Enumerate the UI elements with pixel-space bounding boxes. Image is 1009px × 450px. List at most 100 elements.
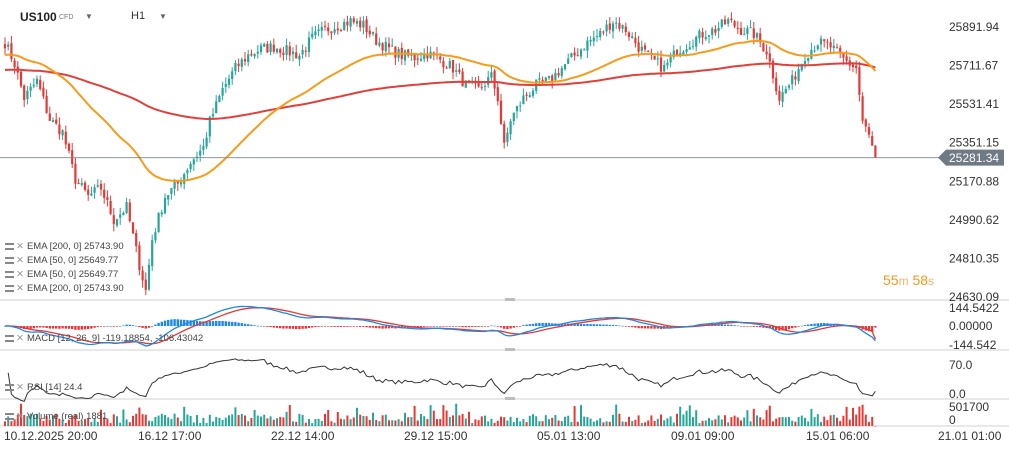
candle-body[interactable]: [352, 18, 355, 23]
candle-body[interactable]: [391, 45, 394, 47]
candle-body[interactable]: [439, 56, 442, 60]
candle-body[interactable]: [419, 58, 423, 61]
candle-body[interactable]: [499, 100, 503, 124]
panel-resize-handle[interactable]: [505, 348, 515, 351]
candle-body[interactable]: [93, 187, 96, 193]
candle-body[interactable]: [61, 130, 64, 136]
panel-resize-handle[interactable]: [505, 298, 515, 301]
candle-body[interactable]: [560, 68, 563, 76]
candle-body[interactable]: [755, 33, 759, 38]
legend-item-volume[interactable]: ✕ Volume (real) 1881: [5, 411, 107, 422]
candle-body[interactable]: [688, 47, 691, 50]
candle-body[interactable]: [496, 87, 499, 102]
candle-body[interactable]: [810, 49, 813, 59]
candle-body[interactable]: [71, 150, 74, 164]
candle-body[interactable]: [327, 27, 330, 32]
chevron-down-icon[interactable]: ▼: [85, 12, 93, 21]
close-icon[interactable]: ✕: [16, 241, 24, 252]
candle-body[interactable]: [627, 32, 631, 37]
candle-body[interactable]: [208, 116, 211, 137]
candle-body[interactable]: [739, 27, 743, 35]
chevron-down-icon[interactable]: ▼: [159, 12, 167, 21]
candle-body[interactable]: [355, 20, 359, 24]
candle-body[interactable]: [778, 90, 781, 101]
candle-body[interactable]: [282, 52, 285, 55]
legend-item-ema-200[interactable]: ✕ EMA [200, 0] 25743.90: [5, 241, 124, 252]
candle-body[interactable]: [781, 92, 784, 102]
candle-body[interactable]: [858, 67, 861, 95]
candle-body[interactable]: [362, 20, 365, 28]
candle-body[interactable]: [659, 57, 663, 72]
candle-body[interactable]: [695, 36, 698, 47]
candle-body[interactable]: [567, 58, 570, 64]
candle-body[interactable]: [579, 49, 583, 57]
candle-body[interactable]: [266, 43, 269, 53]
candle-body[interactable]: [663, 65, 666, 72]
candle-body[interactable]: [394, 46, 397, 58]
candle-body[interactable]: [237, 63, 240, 67]
candle-body[interactable]: [243, 59, 247, 62]
candle-body[interactable]: [736, 27, 739, 29]
candle-body[interactable]: [727, 19, 730, 24]
candle-body[interactable]: [653, 55, 656, 60]
candle-body[interactable]: [307, 37, 311, 52]
candle-body[interactable]: [621, 24, 624, 29]
candle-body[interactable]: [13, 60, 16, 68]
close-icon[interactable]: ✕: [16, 333, 24, 344]
candle-body[interactable]: [403, 50, 407, 61]
candle-body[interactable]: [743, 33, 746, 35]
candle-body[interactable]: [451, 59, 455, 73]
candle-body[interactable]: [234, 62, 237, 72]
candle-body[interactable]: [314, 31, 317, 36]
candle-body[interactable]: [618, 23, 621, 29]
candle-body[interactable]: [320, 26, 323, 31]
candle-body[interactable]: [730, 18, 733, 20]
candle-body[interactable]: [304, 50, 307, 52]
candle-body[interactable]: [842, 52, 845, 58]
candle-body[interactable]: [871, 136, 874, 146]
candle-body[interactable]: [157, 213, 160, 233]
candle-body[interactable]: [640, 46, 643, 51]
candle-body[interactable]: [263, 43, 266, 47]
candle-body[interactable]: [141, 270, 144, 281]
legend-item-ema-50[interactable]: ✕ EMA [50, 0] 25649.77: [5, 269, 118, 280]
candle-body[interactable]: [551, 75, 554, 82]
candle-body[interactable]: [784, 88, 787, 94]
candle-body[interactable]: [845, 56, 848, 61]
candle-body[interactable]: [864, 119, 867, 127]
candle-body[interactable]: [74, 163, 77, 184]
candle-body[interactable]: [643, 45, 647, 50]
candle-body[interactable]: [247, 54, 250, 63]
candle-body[interactable]: [826, 41, 829, 43]
candle-body[interactable]: [759, 33, 762, 43]
candle-body[interactable]: [797, 69, 800, 82]
candle-body[interactable]: [775, 77, 778, 92]
candle-body[interactable]: [423, 53, 426, 60]
candle-body[interactable]: [365, 19, 368, 33]
close-icon[interactable]: ✕: [16, 283, 24, 294]
candle-body[interactable]: [464, 80, 467, 88]
close-icon[interactable]: ✕: [16, 411, 24, 422]
candle-body[interactable]: [483, 86, 487, 88]
candle-body[interactable]: [346, 21, 349, 26]
candle-body[interactable]: [803, 61, 807, 65]
candle-body[interactable]: [170, 188, 173, 194]
candle-body[interactable]: [218, 95, 221, 103]
candle-body[interactable]: [119, 214, 122, 218]
candle-body[interactable]: [371, 31, 375, 34]
candle-body[interactable]: [131, 222, 135, 234]
candle-body[interactable]: [215, 101, 218, 114]
candle-body[interactable]: [26, 90, 29, 100]
candle-body[interactable]: [154, 232, 157, 241]
candle-body[interactable]: [103, 189, 106, 198]
candle-body[interactable]: [675, 49, 679, 57]
candle-body[interactable]: [160, 212, 163, 215]
candle-body[interactable]: [602, 31, 605, 33]
candle-body[interactable]: [800, 63, 803, 71]
candle-body[interactable]: [851, 64, 855, 68]
candle-body[interactable]: [576, 55, 579, 57]
candle-body[interactable]: [672, 50, 675, 57]
candle-body[interactable]: [253, 54, 256, 57]
candle-body[interactable]: [381, 43, 384, 51]
